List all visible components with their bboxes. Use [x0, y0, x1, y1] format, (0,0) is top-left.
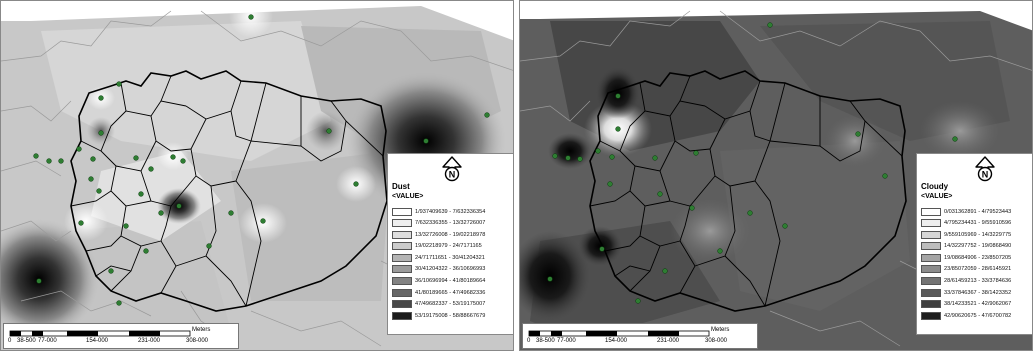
legend-label: 4/795234431 - 9/55910596 [944, 220, 1012, 227]
legend-label: 53/19175008 - 58/88667679 [415, 312, 486, 319]
legend-item: 4/795234431 - 9/55910596 [921, 218, 1011, 229]
legend-label: 19/02218979 - 24/7171165 [415, 243, 482, 250]
legend-label: 24/71711651 - 30/41204321 [415, 254, 485, 261]
legend-swatch [921, 219, 941, 228]
legend-item: 1/937409639 - 7/632336354 [392, 206, 485, 217]
legend-swatch [392, 242, 412, 251]
legend-label: 36/10696994 - 41/80189664 [415, 278, 486, 285]
svg-text:N: N [449, 169, 456, 179]
scale-bar: Meters 0 38-500 77-000 154-000 231-000 3… [3, 323, 239, 349]
legend-item: 36/10696994 - 41/80189664 [392, 276, 485, 287]
legend-swatch [392, 253, 412, 262]
legend-label: 41/80189665 - 47/49682336 [415, 289, 486, 296]
legend-swatch [392, 311, 412, 320]
scale-tick: 154-000 [86, 338, 109, 344]
scale-tick: 38-500 [17, 338, 36, 344]
scale-ticks: 0 38-500 77-000 154-000 231-000 308-000 [527, 338, 757, 348]
legend-swatch [392, 265, 412, 274]
legend-label: 38/14233521 - 42/9062067 [944, 301, 1012, 308]
scale-unit: Meters [711, 327, 730, 333]
legend-title: Cloudy [921, 182, 949, 191]
scale-unit: Meters [192, 327, 211, 333]
legend-swatch [921, 207, 941, 216]
legend-swatch [392, 277, 412, 286]
legend-item: 53/19175008 - 58/88667679 [392, 310, 485, 321]
legend-item: 23/85072059 - 28/6145921 [921, 264, 1011, 275]
scale-bar-graphic [528, 330, 710, 337]
scale-tick: 154-000 [605, 338, 628, 344]
legend-label: 1/937409639 - 7/632336354 [415, 208, 486, 215]
scale-tick: 308-000 [705, 338, 728, 344]
legend-label: 23/85072059 - 28/6145921 [944, 266, 1012, 273]
legend-swatch [921, 311, 941, 320]
legend-swatch [392, 300, 412, 309]
legend-swatch [392, 230, 412, 239]
legend-subtitle: <VALUE> [392, 193, 424, 200]
legend-swatch [921, 242, 941, 251]
scale-ticks: 0 38-500 77-000 154-000 231-000 308-000 [8, 338, 238, 348]
legend-swatch [392, 219, 412, 228]
legend-item: 47/49682337 - 53/19175007 [392, 299, 485, 310]
legend-swatch [392, 288, 412, 297]
svg-text:N: N [982, 169, 989, 179]
legend-item: 38/14233521 - 42/9062067 [921, 299, 1011, 310]
dust-map-canvas [1, 1, 513, 350]
north-arrow-icon: N [442, 156, 462, 182]
scale-tick: 77-000 [38, 338, 57, 344]
legend-item: 7/632336355 - 13/32726007 [392, 218, 485, 229]
legend-item: 19/02218979 - 24/7171165 [392, 241, 485, 252]
legend-item: 13/32726008 - 19/02218978 [392, 229, 485, 240]
legend-label: 33/37846367 - 38/1423352 [944, 289, 1012, 296]
legend-items: 0/031362891 - 4/79523443 4/795234431 - 9… [921, 206, 1011, 322]
legend-label: 9/559105969 - 14/3229775 [944, 231, 1012, 238]
scale-tick: 38-500 [536, 338, 555, 344]
scale-tick: 0 [8, 338, 12, 344]
legend-label: 28/61459213 - 33/3784636 [944, 278, 1012, 285]
legend-swatch [921, 277, 941, 286]
scale-tick: 231-000 [138, 338, 161, 344]
legend-label: 19/08684906 - 23/8507205 [944, 254, 1012, 261]
scale-tick: 231-000 [657, 338, 680, 344]
legend-label: 7/632336355 - 13/32726007 [415, 220, 486, 227]
legend-item: 9/559105969 - 14/3229775 [921, 229, 1011, 240]
legend-subtitle: <VALUE> [921, 193, 953, 200]
legend-swatch [392, 207, 412, 216]
legend-item: 42/90620675 - 47/6700782 [921, 310, 1011, 321]
cloudy-map-panel: N Cloudy <VALUE> 0/031362891 - 4/7952344… [519, 0, 1033, 351]
legend-swatch [921, 288, 941, 297]
legend-label: 13/32726008 - 19/02218978 [415, 231, 486, 238]
scale-tick: 77-000 [557, 338, 576, 344]
legend-item: 19/08684906 - 23/8507205 [921, 252, 1011, 263]
legend-swatch [921, 265, 941, 274]
legend-label: 47/49682337 - 53/19175007 [415, 301, 486, 308]
legend-item: 0/031362891 - 4/79523443 [921, 206, 1011, 217]
north-arrow-icon: N [975, 156, 995, 182]
legend-swatch [921, 300, 941, 309]
scale-bar-graphic [9, 330, 191, 337]
legend-swatch [921, 230, 941, 239]
scale-tick: 308-000 [186, 338, 209, 344]
legend-item: 41/80189665 - 47/49682336 [392, 287, 485, 298]
legend-label: 42/90620675 - 47/6700782 [944, 312, 1012, 319]
legend-title: Dust [392, 182, 410, 191]
dust-map-panel: N Dust <VALUE> 1/937409639 - 7/632336354… [0, 0, 514, 351]
legend-item: 24/71711651 - 30/41204321 [392, 252, 485, 263]
legend-item: 30/41204322 - 36/10696993 [392, 264, 485, 275]
legend-item: 33/37846367 - 38/1423352 [921, 287, 1011, 298]
cloudy-legend: N Cloudy <VALUE> 0/031362891 - 4/7952344… [916, 153, 1032, 335]
legend-label: 30/41204322 - 36/10696993 [415, 266, 486, 273]
legend-swatch [921, 253, 941, 262]
scale-bar: Meters 0 38-500 77-000 154-000 231-000 3… [522, 323, 758, 349]
legend-label: 0/031362891 - 4/79523443 [944, 208, 1012, 215]
legend-items: 1/937409639 - 7/632336354 7/632336355 - … [392, 206, 485, 322]
legend-item: 28/61459213 - 33/3784636 [921, 276, 1011, 287]
legend-label: 14/32297752 - 19/0868490 [944, 243, 1012, 250]
dust-legend: N Dust <VALUE> 1/937409639 - 7/632336354… [387, 153, 513, 335]
scale-tick: 0 [527, 338, 531, 344]
legend-item: 14/32297752 - 19/0868490 [921, 241, 1011, 252]
